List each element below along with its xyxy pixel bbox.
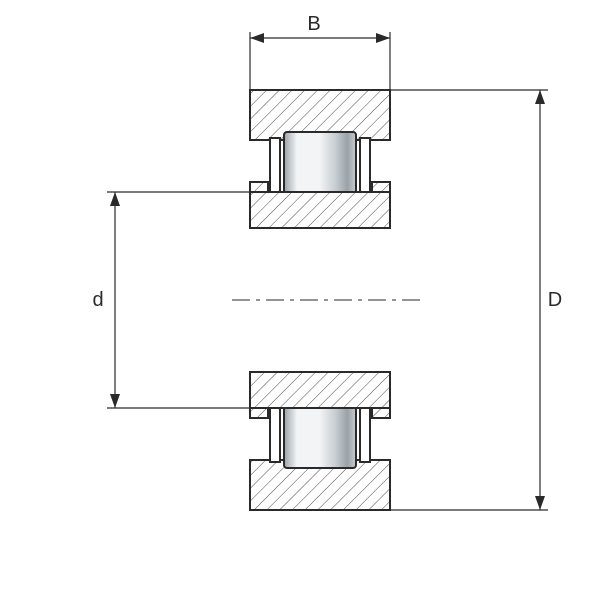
inner-ring-top-lip-right [372,182,390,192]
dimensions.d.label: d [92,289,103,311]
dimensions.B.label: B [307,13,320,35]
cage-rail-bottom-right [360,406,370,462]
inner-ring-bottom-lip-right [372,408,390,418]
inner-ring-top [250,192,390,228]
arrowhead [535,496,545,510]
inner-ring-bottom [250,372,390,408]
arrowhead [376,33,390,43]
roller-bottom [284,402,356,468]
roller-top [284,132,356,198]
dimensions.D.label: D [548,289,562,311]
cage-rail-top-right [360,138,370,194]
arrowhead [110,192,120,206]
arrowhead [110,394,120,408]
cage-rail-top-left [270,138,280,194]
arrowhead [250,33,264,43]
inner-ring-bottom-lip-left [250,408,268,418]
inner-ring-top-lip-left [250,182,268,192]
arrowhead [535,90,545,104]
cage-rail-bottom-left [270,406,280,462]
bearing-cross-section-diagram: B Dd [0,0,600,600]
